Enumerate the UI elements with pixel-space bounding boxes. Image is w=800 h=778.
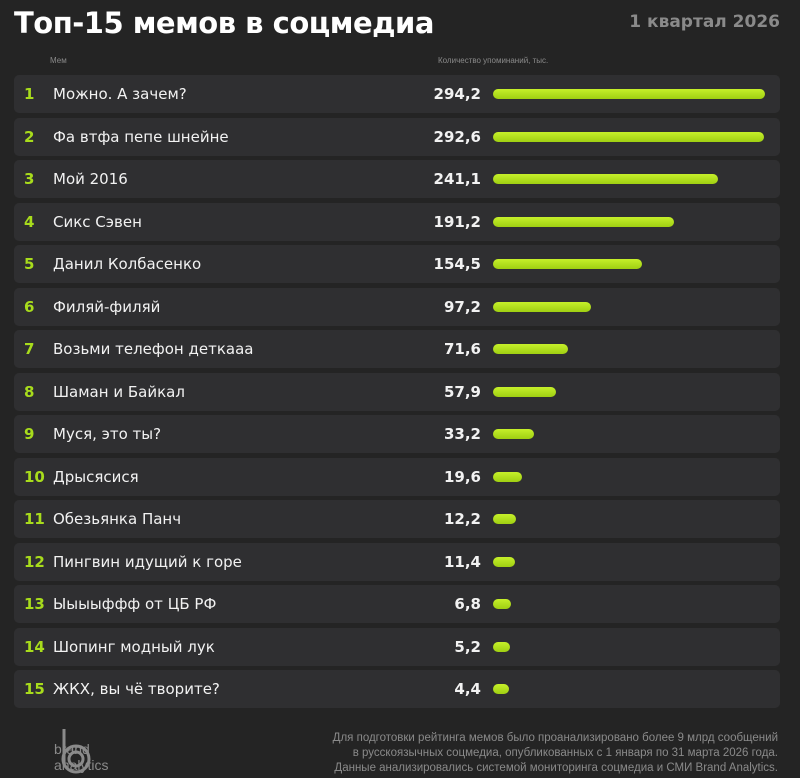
- data-label: 11,4: [443, 552, 481, 571]
- rank-label: 15: [24, 680, 45, 698]
- rank-label: 10: [24, 467, 45, 486]
- chart-row: 6 Филяй-филяй 97,2: [14, 287, 780, 326]
- chart-row: 10 Дрысясися 19,6: [14, 457, 780, 496]
- data-label: 191,2: [433, 212, 481, 231]
- note-line: в русскоязычных соцмедиа, опубликованных…: [352, 747, 778, 759]
- bar: [493, 641, 510, 652]
- rank-label: 12: [24, 552, 45, 571]
- chart-row: 12 Пингвин идущий к горе 11,4: [14, 542, 780, 581]
- data-label: 154,5: [433, 255, 481, 273]
- rank-label: 1: [24, 85, 35, 103]
- column-header-meme: Мем: [50, 56, 67, 65]
- logo-line-1: brand: [54, 741, 90, 757]
- bar: [493, 344, 569, 354]
- rank-label: 14: [24, 637, 45, 656]
- bar: [493, 131, 764, 142]
- category-label: Можно. А зачем?: [53, 85, 187, 103]
- category-label: Пингвин идущий к горе: [53, 552, 242, 571]
- rank-label: 11: [24, 510, 45, 528]
- bar: [493, 514, 516, 524]
- period-label: 1 квартал 2026: [629, 12, 780, 32]
- data-label: 71,6: [443, 340, 481, 358]
- data-label: 241,1: [433, 170, 481, 188]
- data-label: 57,9: [443, 382, 481, 401]
- column-header-count: Количество упоминаний, тыс.: [438, 56, 549, 65]
- data-label: 4,4: [454, 680, 481, 698]
- brand-analytics-wordmark: brand analytics: [54, 741, 108, 773]
- rank-label: 5: [24, 255, 35, 273]
- rank-label: 6: [24, 297, 35, 316]
- note-line: Для подготовки рейтинга мемов было проан…: [332, 732, 778, 744]
- rank-label: 2: [24, 127, 35, 146]
- chart-row: 8 Шаман и Байкал 57,9: [14, 372, 780, 411]
- category-label: Фа втфа пепе шнейне: [53, 127, 229, 146]
- category-label: Филяй-филяй: [53, 297, 161, 316]
- bar: [493, 386, 557, 397]
- brand-analytics-logo: [61, 729, 91, 774]
- chart-row: 3 Мой 2016 241,1: [14, 160, 780, 198]
- category-label: Муся, это ты?: [53, 425, 162, 443]
- data-label: 12,2: [443, 510, 481, 528]
- data-label: 6,8: [454, 595, 481, 613]
- bar: [493, 259, 642, 269]
- category-label: Шаман и Байкал: [53, 382, 185, 401]
- data-label: 19,6: [443, 467, 481, 486]
- category-label: Возьми телефон деткааа: [53, 340, 254, 358]
- bar: [493, 301, 591, 312]
- rank-label: 8: [24, 382, 35, 401]
- rank-label: 3: [24, 170, 35, 188]
- note-line: Данные анализировались системой монитори…: [334, 762, 778, 774]
- rank-label: 4: [24, 212, 35, 231]
- chart-row: 9 Муся, это ты? 33,2: [14, 415, 780, 453]
- category-label: Дрысясися: [53, 467, 139, 486]
- category-label: Сикс Сэвен: [53, 212, 142, 231]
- category-label: Мой 2016: [53, 170, 128, 188]
- bar: [493, 471, 523, 482]
- rank-label: 9: [24, 425, 35, 443]
- data-label: 5,2: [454, 637, 481, 656]
- data-label: 292,6: [433, 127, 481, 146]
- data-label: 97,2: [443, 297, 481, 316]
- category-label: Данил Колбасенко: [53, 255, 202, 273]
- chart-row: 13 Ыыыыффф от ЦБ РФ 6,8: [14, 585, 780, 623]
- bar: [493, 89, 765, 99]
- category-label: ЖКХ, вы чё творите?: [53, 680, 220, 698]
- methodology-note: Для подготовки рейтинга мемов было проан…: [218, 731, 778, 776]
- bar: [493, 174, 719, 184]
- chart-row: 4 Сикс Сэвен 191,2: [14, 202, 780, 241]
- category-label: Ыыыыффф от ЦБ РФ: [53, 595, 217, 613]
- chart-row: 15 ЖКХ, вы чё творите? 4,4: [14, 670, 780, 708]
- logo-line-2: analytics: [54, 757, 109, 773]
- bar: [493, 599, 511, 609]
- data-label: 33,2: [443, 425, 481, 443]
- chart-row: 14 Шопинг модный лук 5,2: [14, 627, 780, 666]
- bar: [493, 556, 516, 567]
- chart-row: 7 Возьми телефон деткааа 71,6: [14, 330, 780, 368]
- category-label: Шопинг модный лук: [53, 637, 215, 656]
- bar: [493, 216, 674, 227]
- page-title: Топ-15 мемов в соцмедиа: [14, 6, 434, 40]
- rank-label: 13: [24, 595, 45, 613]
- bar: [493, 684, 509, 694]
- category-label: Обезьянка Панч: [53, 510, 182, 528]
- data-label: 294,2: [433, 85, 481, 103]
- rank-label: 7: [24, 340, 35, 358]
- chart-row: 5 Данил Колбасенко 154,5: [14, 245, 780, 283]
- chart-row: 2 Фа втфа пепе шнейне 292,6: [14, 117, 780, 156]
- chart-row: 1 Можно. А зачем? 294,2: [14, 75, 780, 113]
- chart-row: 11 Обезьянка Панч 12,2: [14, 500, 780, 538]
- bar: [493, 429, 535, 439]
